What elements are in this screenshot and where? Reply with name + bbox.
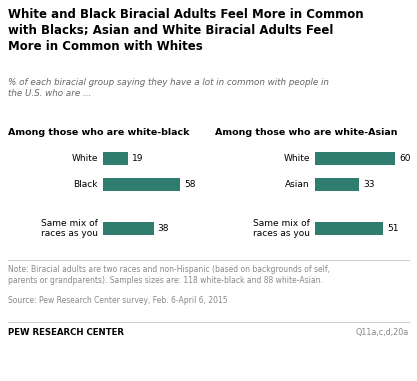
Text: White: White: [284, 154, 310, 163]
Text: Q11a,c,d,20a: Q11a,c,d,20a: [356, 328, 409, 337]
Bar: [103, 152, 128, 165]
Text: Same mix of
races as you: Same mix of races as you: [41, 219, 98, 238]
Text: 38: 38: [158, 224, 169, 233]
Text: PEW RESEARCH CENTER: PEW RESEARCH CENTER: [8, 328, 124, 337]
Text: Black: Black: [73, 180, 98, 189]
Bar: [315, 222, 383, 235]
Text: Asian: Asian: [285, 180, 310, 189]
Text: White and Black Biracial Adults Feel More in Common
with Blacks; Asian and White: White and Black Biracial Adults Feel Mor…: [8, 8, 364, 53]
Text: White: White: [71, 154, 98, 163]
Text: 19: 19: [132, 154, 144, 163]
Bar: [315, 178, 359, 191]
Text: Same mix of
races as you: Same mix of races as you: [253, 219, 310, 238]
Text: Among those who are white-black: Among those who are white-black: [8, 128, 189, 137]
Bar: [315, 152, 395, 165]
Text: Among those who are white-Asian: Among those who are white-Asian: [215, 128, 397, 137]
Text: 51: 51: [387, 224, 399, 233]
Text: Source: Pew Research Center survey, Feb. 6-April 6, 2015: Source: Pew Research Center survey, Feb.…: [8, 296, 228, 305]
Text: 58: 58: [184, 180, 196, 189]
Bar: [103, 178, 180, 191]
Text: 33: 33: [363, 180, 374, 189]
Text: % of each biracial group saying they have a lot in common with people in
the U.S: % of each biracial group saying they hav…: [8, 78, 329, 98]
Text: 60: 60: [399, 154, 410, 163]
Text: Note: Biracial adults are two races and non-Hispanic (based on backgrounds of se: Note: Biracial adults are two races and …: [8, 265, 330, 285]
Bar: [103, 222, 154, 235]
